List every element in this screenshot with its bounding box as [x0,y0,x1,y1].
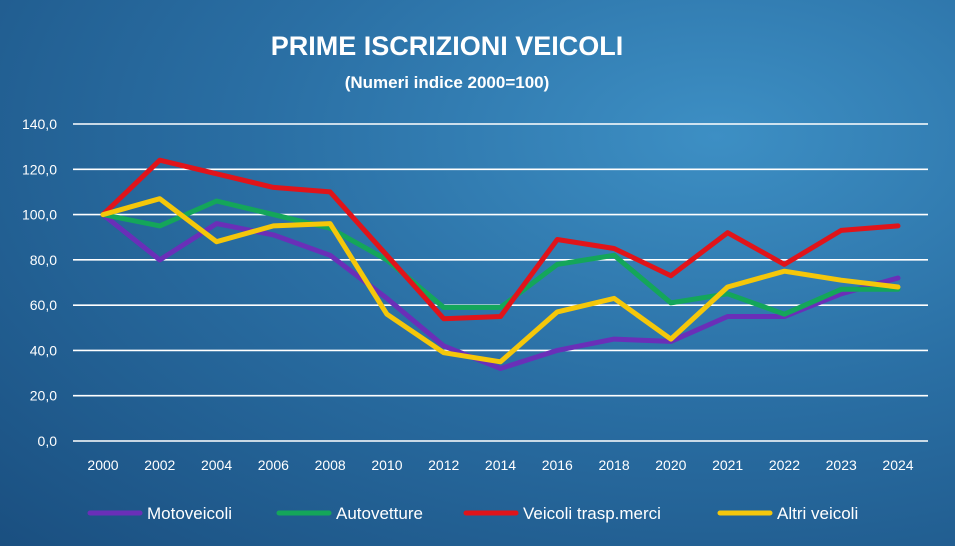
y-tick-label: 20,0 [30,388,57,404]
series-line-altri-veicoli [100,196,901,365]
x-tick-label: 2008 [315,457,346,473]
x-tick-label: 2004 [201,457,232,473]
y-tick-label: 80,0 [30,252,57,268]
x-tick-label: 2006 [258,457,289,473]
y-tick-label: 120,0 [22,161,57,177]
y-tick-label: 0,0 [38,433,58,449]
x-tick-label: 2018 [598,457,629,473]
chart-title: PRIME ISCRIZIONI VEICOLI [271,31,624,61]
legend-label: Altri veicoli [777,504,858,523]
series-line-autovetture [100,198,901,317]
x-tick-label: 2016 [542,457,573,473]
x-tick-label: 2010 [371,457,402,473]
series-line-motoveicoli [100,212,901,371]
x-tick-label: 2024 [882,457,913,473]
x-tick-label: 2014 [485,457,516,473]
x-tick-label: 2000 [87,457,118,473]
legend-label: Autovetture [336,504,423,523]
y-axis-ticks: 0,0 20,0 40,0 60,0 80,0 100,0 120,0 140,0 [22,116,57,449]
series-line-veicoli-trasp-merci [100,157,901,322]
x-tick-label: 2012 [428,457,459,473]
chart-subtitle: (Numeri indice 2000=100) [345,73,550,92]
x-tick-label: 2022 [769,457,800,473]
x-tick-label: 2021 [712,457,743,473]
y-tick-label: 40,0 [30,342,57,358]
series-lines [100,157,901,371]
legend-label: Veicoli trasp.merci [523,504,661,523]
legend: Motoveicoli Autovetture Veicoli trasp.merc… [87,504,858,523]
gridlines [73,123,928,442]
y-tick-label: 60,0 [30,297,57,313]
x-tick-label: 2020 [655,457,686,473]
x-tick-label: 2023 [826,457,857,473]
x-axis-ticks: 2000 2002 2004 2006 2008 2010 2012 2014 2016 2018… [87,457,913,473]
legend-label: Motoveicoli [147,504,232,523]
y-tick-label: 140,0 [22,116,57,132]
y-tick-label: 100,0 [22,207,57,223]
x-tick-label: 2002 [144,457,175,473]
